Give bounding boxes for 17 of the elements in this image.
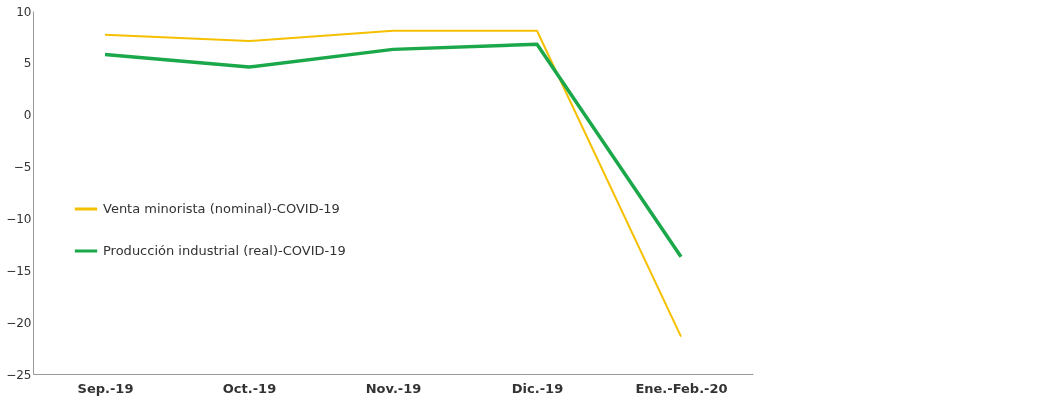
x-tick-label: Sep.-19 [77,380,134,396]
y-tick-label: 0 [23,108,32,123]
x-tick-label: Dic.-19 [511,380,564,396]
line-series [103,42,683,259]
y-tick-label: 5 [23,56,32,71]
y-tick-label: −5 [13,160,32,175]
x-tick-label: Ene.-Feb.-20 [635,380,728,396]
line-series [104,29,682,338]
legend-label: Producción industrial (real)-COVID-19 [103,243,346,258]
y-tick-label: −15 [6,263,32,278]
legend-label: Venta minorista (nominal)-COVID-19 [103,201,340,216]
y-tick-label: −20 [6,315,32,330]
y-tick-label: 10 [16,4,32,19]
y-tick-label: −25 [6,367,32,382]
x-tick-label: Nov.-19 [365,380,422,396]
y-tick-label: −10 [6,211,32,226]
x-tick-label: Oct.-19 [222,380,277,396]
